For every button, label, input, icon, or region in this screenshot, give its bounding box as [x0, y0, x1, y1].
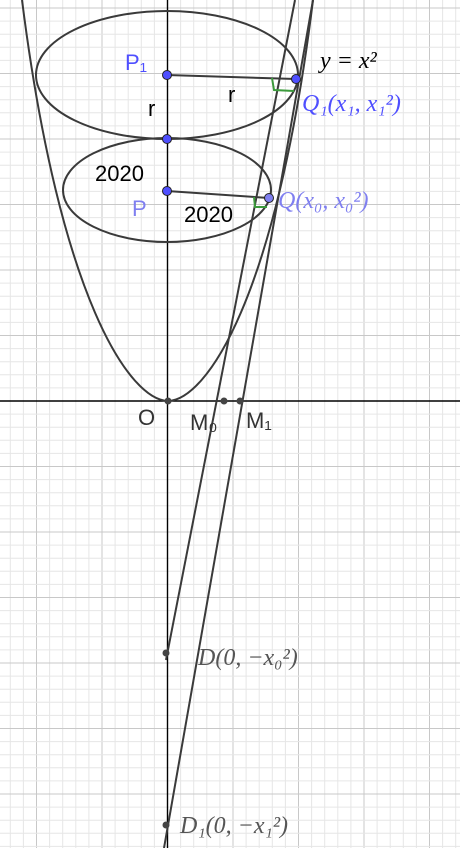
label-m1: M₁ — [246, 408, 272, 433]
point-tangency — [162, 134, 172, 144]
label-2020-horizontal: 2020 — [184, 202, 233, 227]
label-2020-vertical: 2020 — [95, 161, 144, 186]
point-m1 — [236, 397, 244, 405]
point-m0 — [220, 397, 228, 405]
point-p1 — [162, 70, 172, 80]
point-d1 — [162, 821, 170, 829]
label-d: D(0, −x₀²) — [197, 645, 298, 671]
label-o: O — [138, 405, 155, 430]
point-q1 — [291, 74, 301, 84]
segment-p1-q1 — [166, 74, 297, 80]
point-o — [164, 397, 172, 405]
label-d1: D₁(0, −x₁²) — [179, 813, 288, 839]
right-angle-marker-q — [253, 196, 267, 208]
label-q: Q(x₀, x₀²) — [278, 188, 369, 214]
label-m0: M₀ — [190, 410, 217, 435]
label-q1: Q₁(x₁, x₁²) — [302, 91, 401, 117]
tangent-line-q1-d1 — [163, 0, 314, 848]
curve-label: y = x² — [318, 48, 378, 74]
point-q — [264, 193, 274, 203]
label-p: P — [132, 196, 147, 221]
point-d — [162, 649, 170, 657]
segment-p-q — [166, 190, 270, 199]
label-p1: P₁ — [125, 50, 147, 75]
tangent-line-q-d — [165, 0, 296, 661]
point-p — [162, 186, 172, 196]
label-r-horizontal: r — [228, 82, 235, 107]
label-r-vertical: r — [148, 96, 155, 121]
right-angle-marker-q1 — [271, 77, 295, 92]
